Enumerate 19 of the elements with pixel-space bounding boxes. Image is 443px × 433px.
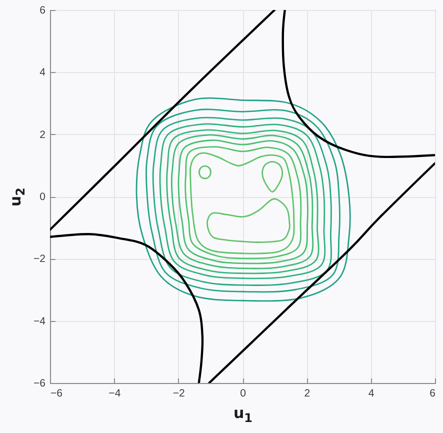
x-tick-label: −6: [50, 388, 63, 400]
x-tick-label: −4: [108, 388, 121, 400]
line-series: [50, 233, 204, 383]
y-tick-label: −6: [34, 378, 46, 390]
line-series: [282, 10, 435, 158]
y-tick-label: 2: [40, 128, 46, 141]
x-tick-label: 2: [304, 388, 310, 400]
y-tick-label: 0: [40, 191, 46, 203]
y-tick-label: −4: [34, 315, 46, 328]
line-series: [208, 162, 435, 383]
y-tick-label: 6: [40, 4, 46, 16]
x-tick-label: 6: [430, 388, 436, 400]
y-tick-label: 4: [40, 66, 46, 79]
x-tick-label: 4: [368, 388, 374, 400]
line-series: [50, 10, 276, 231]
x-axis-title: u$_{1}$: [233, 404, 253, 425]
x-tick-label: 0: [240, 388, 246, 400]
x-tick-label: −2: [172, 388, 185, 400]
y-tick-label: −2: [34, 253, 46, 266]
